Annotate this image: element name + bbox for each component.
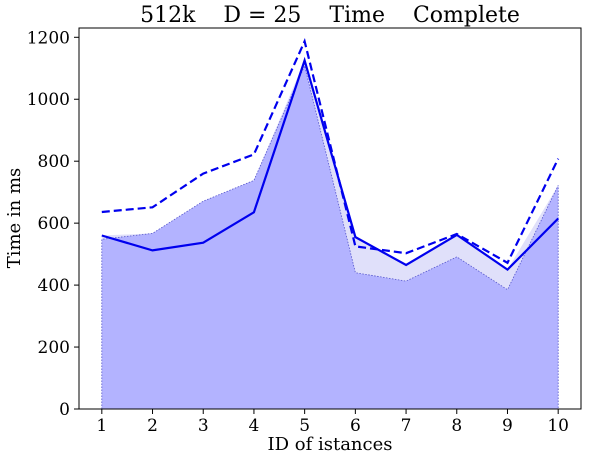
plot-frame (78, 27, 582, 410)
x-tick-label: 4 (249, 416, 260, 436)
x-tick-label: 1 (96, 416, 107, 436)
line-layer (101, 37, 560, 272)
y-tick-label: 800 (38, 152, 70, 172)
x-tick-label: 8 (451, 416, 462, 436)
y-tick-label: 1000 (27, 90, 70, 110)
x-tick-label: 6 (350, 416, 361, 436)
y-tick-label: 1200 (27, 28, 70, 48)
x-tick-label: 2 (147, 416, 158, 436)
y-axis-label: Time in ms (4, 168, 25, 269)
y-tick-label: 200 (38, 338, 70, 358)
x-tick-label: 10 (547, 416, 569, 436)
x-tick-label: 7 (401, 416, 412, 436)
y-tick-label: 400 (38, 276, 70, 296)
solid-series-line (101, 56, 559, 272)
x-tick-label: 3 (198, 416, 209, 436)
chart-title: 512k D = 25 Time Complete (140, 3, 520, 28)
x-tick-label: 9 (502, 416, 513, 436)
x-axis-label: ID of istances (267, 434, 392, 455)
x-tick-label: 5 (299, 416, 310, 436)
y-tick-label: 600 (38, 214, 70, 234)
filled-area (101, 64, 559, 410)
y-axis: 0 200 400 600 800 1000 1200 (27, 28, 79, 420)
y-tick-label: 0 (59, 400, 70, 420)
area-layer (101, 64, 559, 410)
x-axis: 1 2 3 4 5 6 7 8 9 10 (96, 409, 569, 436)
